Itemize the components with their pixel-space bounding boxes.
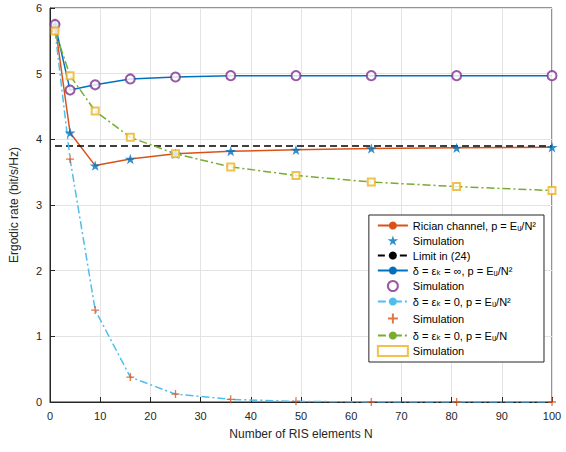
svg-text:70: 70 xyxy=(395,410,407,422)
svg-text:Simulation: Simulation xyxy=(413,235,464,247)
svg-text:3: 3 xyxy=(36,199,42,211)
svg-text:90: 90 xyxy=(496,410,508,422)
svg-text:6: 6 xyxy=(36,2,42,14)
svg-text:5: 5 xyxy=(36,68,42,80)
svg-text:Simulation: Simulation xyxy=(413,345,464,357)
svg-text:4: 4 xyxy=(36,133,42,145)
svg-text:Simulation: Simulation xyxy=(413,280,464,292)
svg-text:2: 2 xyxy=(36,265,42,277)
svg-text:1: 1 xyxy=(36,330,42,342)
svg-text:Ergodic rate (bit/s/Hz): Ergodic rate (bit/s/Hz) xyxy=(7,147,21,263)
svg-text:0: 0 xyxy=(36,396,42,408)
svg-text:80: 80 xyxy=(445,410,457,422)
svg-text:δ = εₖ = 0, p = Eᵤ/N²: δ = εₖ = 0, p = Eᵤ/N² xyxy=(413,296,511,308)
svg-text:20: 20 xyxy=(144,410,156,422)
svg-text:30: 30 xyxy=(194,410,206,422)
svg-text:δ = εₖ = 0, p = Eᵤ/N: δ = εₖ = 0, p = Eᵤ/N xyxy=(413,330,507,342)
svg-text:Simulation: Simulation xyxy=(413,313,464,325)
svg-text:40: 40 xyxy=(245,410,257,422)
svg-text:100: 100 xyxy=(543,410,561,422)
svg-text:Number of RIS elements N: Number of RIS elements N xyxy=(229,427,372,441)
svg-text:δ = εₖ = ∞, p = Eᵤ/N²: δ = εₖ = ∞, p = Eᵤ/N² xyxy=(413,265,513,277)
svg-text:0: 0 xyxy=(47,410,53,422)
svg-text:10: 10 xyxy=(94,410,106,422)
svg-text:60: 60 xyxy=(345,410,357,422)
svg-text:50: 50 xyxy=(295,410,307,422)
svg-text:Limit in (24): Limit in (24) xyxy=(413,250,470,262)
svg-text:Rician channel, p = Eᵤ/N²: Rician channel, p = Eᵤ/N² xyxy=(413,220,536,232)
